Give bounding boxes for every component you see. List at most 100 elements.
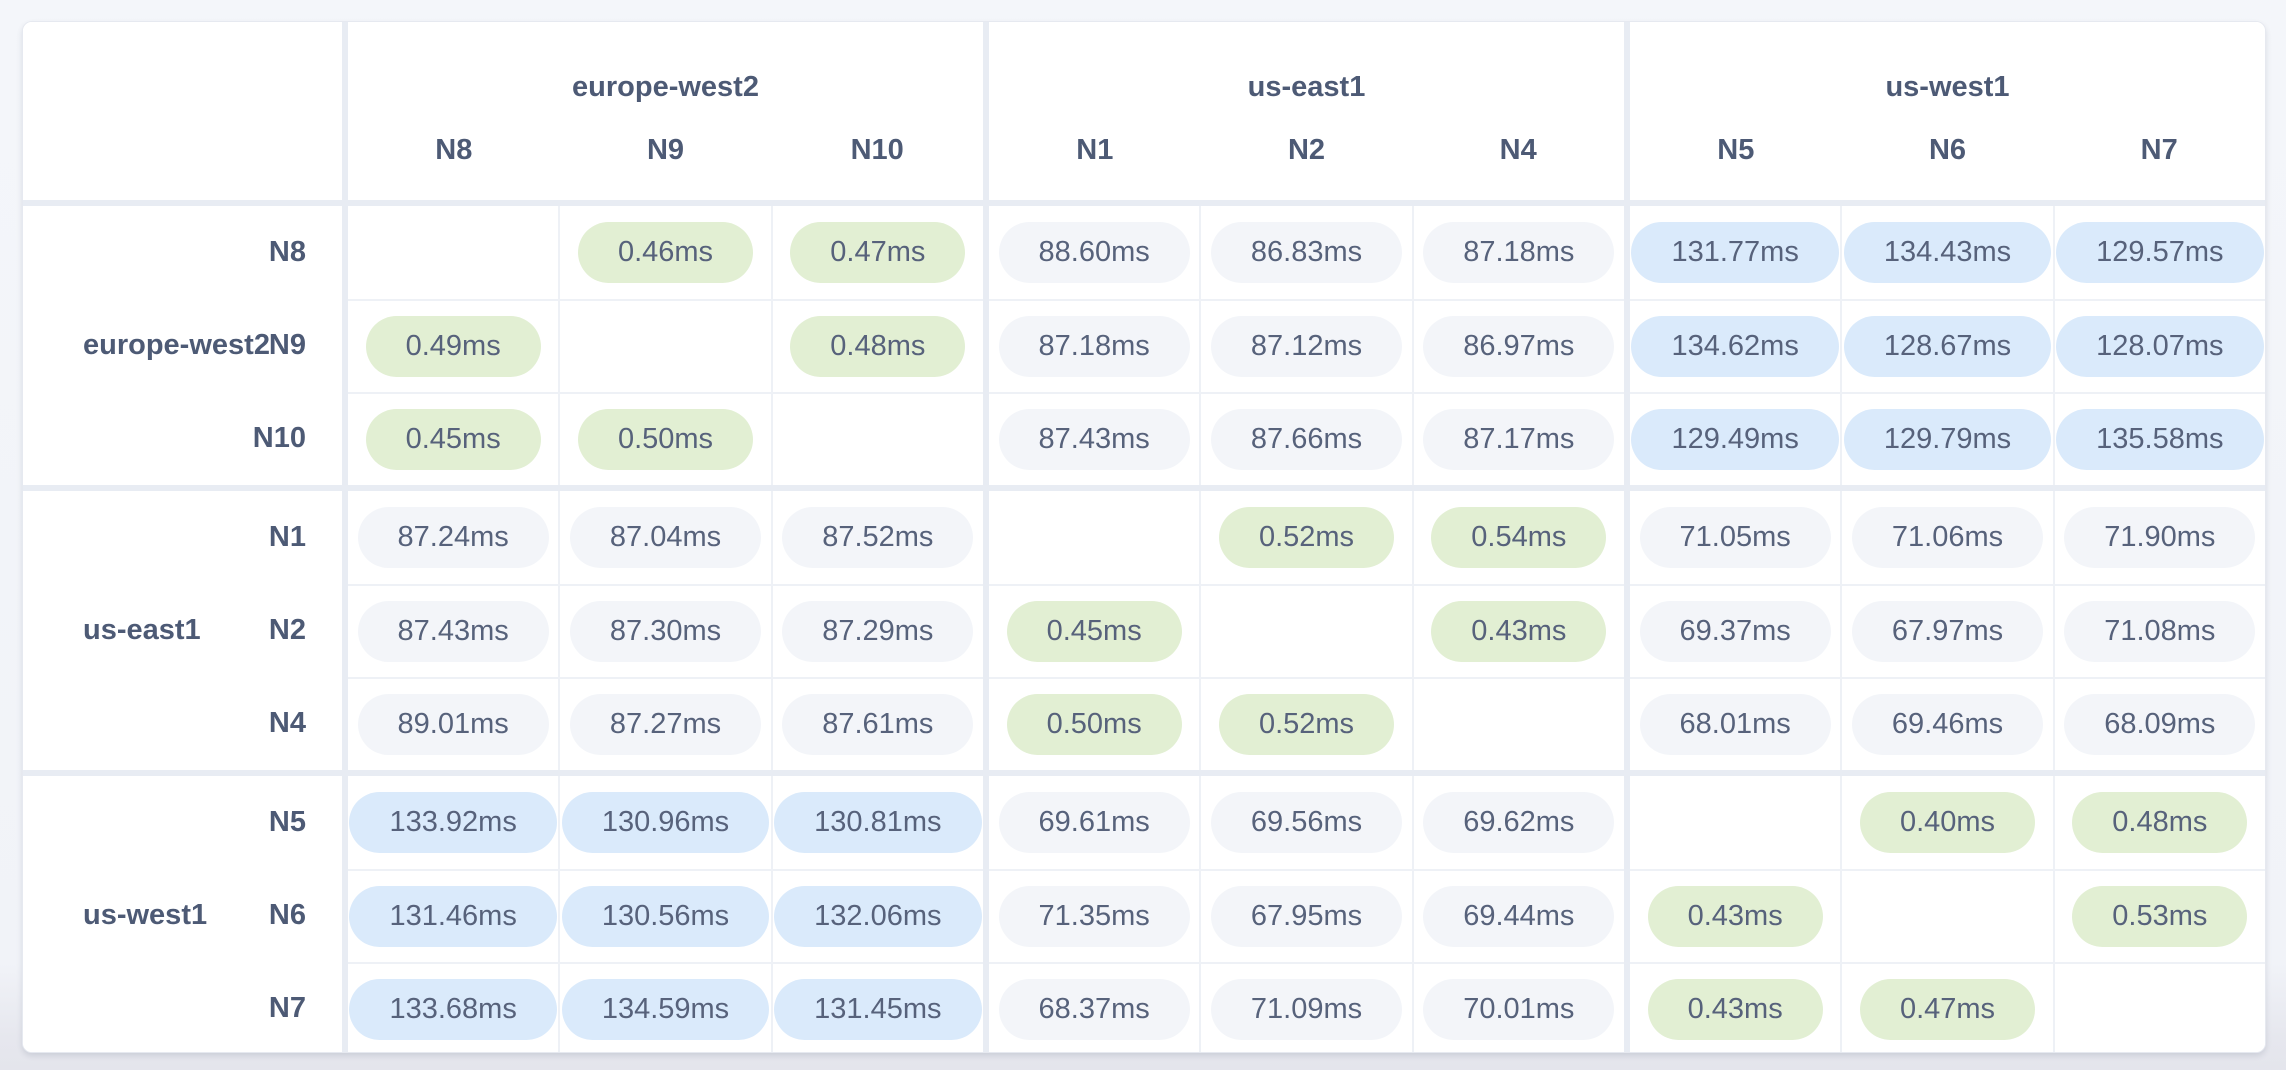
latency-pill: 87.04ms <box>569 507 762 568</box>
row-label-N1: N1 <box>268 521 306 553</box>
cell-N6-N7: 0.53ms <box>2052 871 2265 962</box>
cell-group: 89.01ms 87.27ms 87.61ms <box>348 677 983 770</box>
latency-pill: 69.62ms <box>1423 792 1615 853</box>
cell-N6-N9: 130.56ms <box>558 871 771 962</box>
cell-N9-N8: 0.49ms <box>348 301 559 392</box>
cell-N9-N9 <box>558 301 771 392</box>
cell-N7-N9: 134.59ms <box>558 964 771 1052</box>
cell-group: 133.92ms 130.96ms 130.81ms <box>348 776 983 869</box>
cell-N10-N4: 87.17ms <box>1411 394 1624 485</box>
group-divider <box>983 299 989 392</box>
cell-group: 0.50ms 0.52ms <box>989 677 1624 770</box>
row-group-labels: us-east1 N1 N2 N4 <box>23 491 342 770</box>
row-group-us-west1: us-west1 N5 N6 N7 133.92ms 130.96ms 130.81ms 69… <box>23 776 2265 1052</box>
group-divider <box>342 392 348 485</box>
cell-N2-N9: 87.30ms <box>558 586 771 677</box>
matrix-row-N7: 133.68ms 134.59ms 131.45ms 68.37ms 71.09ms 70… <box>342 962 2265 1052</box>
cell-N1-N6: 71.06ms <box>1840 491 2053 584</box>
cell-N5-N7: 0.48ms <box>2052 776 2265 869</box>
latency-matrix-card: europe-west2 N8 N9 N10 us-east1 N1 N2 N4 us-west… <box>22 21 2266 1053</box>
cell-group: 87.43ms 87.30ms 87.29ms <box>348 584 983 677</box>
cell-N6-N10: 132.06ms <box>770 871 983 962</box>
cell-group: 0.43ms 0.53ms <box>1630 869 2265 962</box>
cell-N10-N6: 129.79ms <box>1840 394 2053 485</box>
group-divider <box>983 776 989 869</box>
cell-N5-N4: 69.62ms <box>1411 776 1624 869</box>
latency-pill: 0.50ms <box>1006 694 1182 755</box>
cell-N4-N7: 68.09ms <box>2052 679 2265 770</box>
latency-pill: 0.52ms <box>1218 694 1395 755</box>
latency-pill: 0.52ms <box>1218 507 1395 568</box>
cell-group: 133.68ms 134.59ms 131.45ms <box>348 962 983 1052</box>
group-divider <box>23 770 2265 776</box>
group-divider <box>342 776 348 869</box>
cell-group: 71.35ms 67.95ms 69.44ms <box>989 869 1624 962</box>
latency-pill: 0.43ms <box>1647 979 1823 1040</box>
row-group-labels: europe-west2 N8 N9 N10 <box>23 206 342 485</box>
cell-N5-N5 <box>1630 776 1841 869</box>
latency-pill: 0.50ms <box>577 409 754 470</box>
latency-pill: 87.30ms <box>569 601 762 662</box>
cell-N5-N10: 130.81ms <box>770 776 983 869</box>
latency-pill: 132.06ms <box>774 886 982 947</box>
cell-N4-N10: 87.61ms <box>770 679 983 770</box>
latency-pill: 130.96ms <box>561 792 770 853</box>
column-group-europe-west2: europe-west2 N8 N9 N10 <box>348 22 983 200</box>
cell-N8-N4: 87.18ms <box>1411 206 1624 299</box>
cell-N9-N10: 0.48ms <box>770 301 983 392</box>
group-divider <box>1624 776 1630 869</box>
matrix-rows: 87.24ms 87.04ms 87.52ms 0.52ms 0.54ms 71.05ms… <box>342 491 2265 770</box>
latency-pill: 87.18ms <box>998 316 1190 377</box>
latency-pill: 133.92ms <box>349 792 557 853</box>
cell-N1-N8: 87.24ms <box>348 491 559 584</box>
latency-pill: 89.01ms <box>357 694 549 755</box>
cell-N8-N5: 131.77ms <box>1630 206 1841 299</box>
cell-group: 88.60ms 86.83ms 87.18ms <box>989 206 1624 299</box>
latency-pill: 134.59ms <box>561 979 770 1040</box>
cell-N2-N5: 69.37ms <box>1630 586 1841 677</box>
row-label-N6: N6 <box>268 899 306 931</box>
matrix-rows: 133.92ms 130.96ms 130.81ms 69.61ms 69.56ms 69… <box>342 776 2265 1052</box>
cell-N4-N1: 0.50ms <box>989 679 1200 770</box>
latency-pill: 0.47ms <box>790 222 966 283</box>
group-divider <box>23 485 2265 491</box>
column-node-labels: N8 N9 N10 <box>348 134 983 200</box>
row-label-N7: N7 <box>268 992 306 1024</box>
cell-N2-N10: 87.29ms <box>770 586 983 677</box>
column-label-N6: N6 <box>1928 134 1967 166</box>
cell-N5-N9: 130.96ms <box>558 776 771 869</box>
row-group-us-east1: us-east1 N1 N2 N4 87.24ms 87.04ms 87.52ms 0.52m… <box>23 491 2265 770</box>
latency-pill: 0.47ms <box>1859 979 2036 1040</box>
row-label-N9: N9 <box>268 329 306 361</box>
group-divider <box>983 869 989 962</box>
cell-N7-N1: 68.37ms <box>989 964 1200 1052</box>
cell-N6-N8: 131.46ms <box>348 871 559 962</box>
column-region-label: europe-west2 <box>572 70 759 103</box>
cell-N8-N7: 129.57ms <box>2052 206 2265 299</box>
column-label-N7: N7 <box>2140 134 2178 166</box>
latency-pill: 71.90ms <box>2064 507 2256 568</box>
cell-N6-N1: 71.35ms <box>989 871 1200 962</box>
cell-group: 0.43ms 0.47ms <box>1630 962 2265 1052</box>
group-divider <box>983 22 989 200</box>
cell-N6-N6 <box>1840 871 2053 962</box>
group-divider <box>342 206 348 299</box>
group-divider <box>1624 491 1630 584</box>
cell-N1-N1 <box>989 491 1200 584</box>
cell-group: 0.45ms 0.43ms <box>989 584 1624 677</box>
cell-N7-N4: 70.01ms <box>1411 964 1624 1052</box>
latency-pill: 69.46ms <box>1851 694 2044 755</box>
column-label-N1: N1 <box>1076 134 1114 166</box>
matrix-rows: 0.46ms 0.47ms 88.60ms 86.83ms 87.18ms 131.77m… <box>342 206 2265 485</box>
latency-pill: 86.83ms <box>1210 222 1403 283</box>
cell-N7-N7 <box>2052 964 2265 1052</box>
latency-pill: 0.45ms <box>1006 601 1182 662</box>
latency-pill: 133.68ms <box>349 979 557 1040</box>
cell-group: 87.24ms 87.04ms 87.52ms <box>348 491 983 584</box>
group-divider <box>1624 206 1630 299</box>
matrix-row-N2: 87.43ms 87.30ms 87.29ms 0.45ms 0.43ms 69.37ms… <box>342 584 2265 677</box>
cell-N7-N10: 131.45ms <box>770 964 983 1052</box>
cell-N8-N10: 0.47ms <box>770 206 983 299</box>
column-label-N5: N5 <box>1717 134 1755 166</box>
latency-pill: 68.01ms <box>1639 694 1831 755</box>
